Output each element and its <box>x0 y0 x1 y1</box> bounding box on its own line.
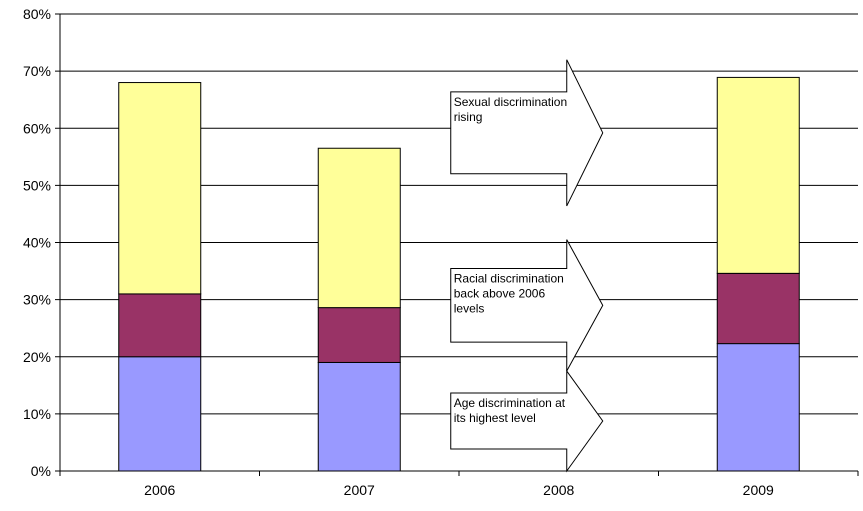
annotation-text: Sexual discrimination <box>454 95 567 109</box>
annotation-text: Racial discrimination <box>454 272 564 286</box>
y-tick-label: 0% <box>31 463 51 479</box>
x-axis-tick-labels: 2006 2007 2008 2009 <box>59 471 859 498</box>
y-tick-label: 80% <box>23 6 51 22</box>
annotation-text: levels <box>454 302 485 316</box>
annotation-arrow <box>450 369 604 473</box>
annotation-text: Age discrimination at <box>454 396 566 410</box>
bar-segment <box>317 307 401 363</box>
y-tick-label: 30% <box>23 292 51 308</box>
x-tick-label: 2009 <box>743 482 774 498</box>
y-tick-label: 20% <box>23 349 51 365</box>
bar-segment <box>118 356 202 472</box>
bar-series <box>118 76 800 472</box>
bar-segment <box>317 361 401 472</box>
y-axis-tick-labels: 0% 10% 20% 30% 40% 50% 60% 70% 80% <box>23 6 60 479</box>
x-tick-label: 2007 <box>344 482 375 498</box>
bar-segment <box>716 343 800 472</box>
bar-segment <box>118 293 202 358</box>
annotation-text: back above 2006 <box>454 287 546 301</box>
bar-segment <box>317 147 401 309</box>
y-tick-label: 70% <box>23 63 51 79</box>
annotation-arrow <box>450 239 604 372</box>
y-tick-label: 10% <box>23 406 51 422</box>
annotation-arrow <box>450 59 604 207</box>
bar-segment <box>118 82 202 295</box>
y-tick-label: 40% <box>23 235 51 251</box>
annotation-text: rising <box>454 110 483 124</box>
annotation-text: its highest level <box>454 411 536 425</box>
x-tick-label: 2008 <box>543 482 574 498</box>
x-tick-label: 2006 <box>144 482 175 498</box>
bar-segment <box>716 76 800 274</box>
y-tick-label: 60% <box>23 120 51 136</box>
y-tick-label: 50% <box>23 177 51 193</box>
bar-segment <box>716 272 800 345</box>
